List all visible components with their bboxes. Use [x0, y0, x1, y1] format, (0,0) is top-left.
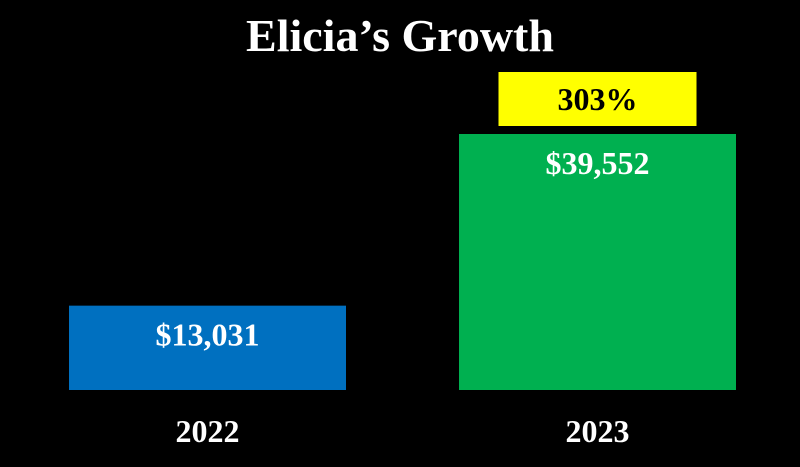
growth-callout-box	[498, 72, 697, 126]
category-label-2022: 2022	[176, 413, 240, 449]
growth-callout-label: 303%	[558, 81, 638, 117]
value-label-2023: $39,552	[546, 145, 650, 181]
value-label-2022: $13,031	[156, 317, 260, 353]
bar-2022	[69, 305, 346, 390]
bar-2023	[459, 134, 736, 390]
category-label-2023: 2023	[566, 413, 630, 449]
chart-title: Elicia’s Growth	[246, 10, 554, 61]
